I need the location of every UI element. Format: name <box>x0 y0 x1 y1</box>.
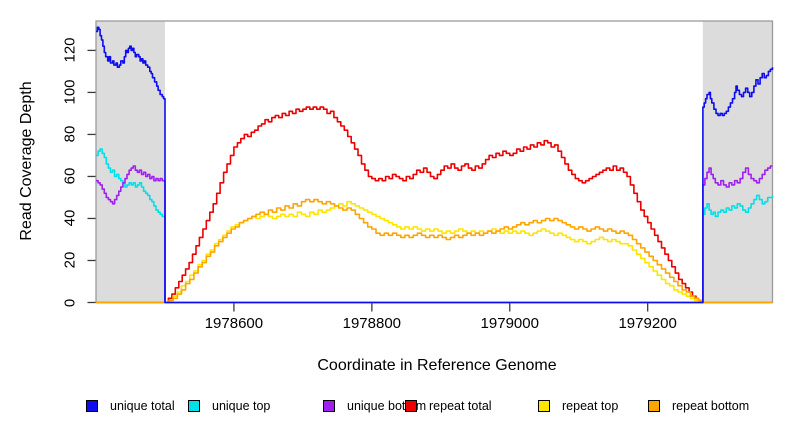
unique-total-swatch-icon <box>86 400 98 412</box>
y-tick-label: 80 <box>61 126 79 143</box>
series-line-repeat-total <box>96 106 773 304</box>
series-line-unique-bottom <box>96 165 773 304</box>
x-tick-label: 1978800 <box>342 315 402 332</box>
legend-label: unique top <box>212 399 271 413</box>
coverage-plot-canvas <box>87 20 774 312</box>
legend-label: unique total <box>110 399 175 413</box>
x-tick-label: 1979200 <box>618 315 677 332</box>
y-tick-label: 100 <box>61 79 79 105</box>
legend-item-unique-top: unique top <box>188 398 270 414</box>
unique-region-shade-right <box>702 21 773 303</box>
series-line-unique-total <box>96 26 774 304</box>
x-tick-label: 1979000 <box>480 315 539 332</box>
legend-item-repeat-total: repeat total <box>405 398 492 414</box>
repeat-total-swatch-icon <box>405 400 417 412</box>
legend-item-repeat-top: repeat top <box>538 398 618 414</box>
y-tick-label: 60 <box>61 168 79 185</box>
x-tick-label: 1978600 <box>204 315 264 332</box>
repeat-bottom-swatch-icon <box>648 400 660 412</box>
unique-bottom-swatch-icon <box>323 400 335 412</box>
series-line-repeat-top <box>96 200 773 304</box>
chart-legend: unique total unique top unique bottom repea… <box>0 398 792 416</box>
unique-top-swatch-icon <box>188 400 200 412</box>
series-line-unique-top <box>96 148 774 304</box>
y-axis-title: Read Coverage Depth <box>18 81 35 241</box>
y-tick-label: 40 <box>61 210 79 227</box>
legend-label: repeat top <box>562 399 619 413</box>
y-tick-label: 0 <box>61 298 79 307</box>
legend-label: repeat bottom <box>672 399 750 413</box>
x-axis-title: Coordinate in Reference Genome <box>317 357 557 374</box>
legend-item-repeat-bottom: repeat bottom <box>648 398 749 414</box>
y-tick-label: 20 <box>61 252 79 269</box>
series-line-repeat-bottom <box>96 198 773 304</box>
legend-label: repeat total <box>429 399 492 413</box>
unique-region-shade-left <box>96 21 165 303</box>
legend-item-unique-total: unique total <box>86 398 175 414</box>
y-tick-label: 120 <box>61 37 79 63</box>
repeat-top-swatch-icon <box>538 400 550 412</box>
